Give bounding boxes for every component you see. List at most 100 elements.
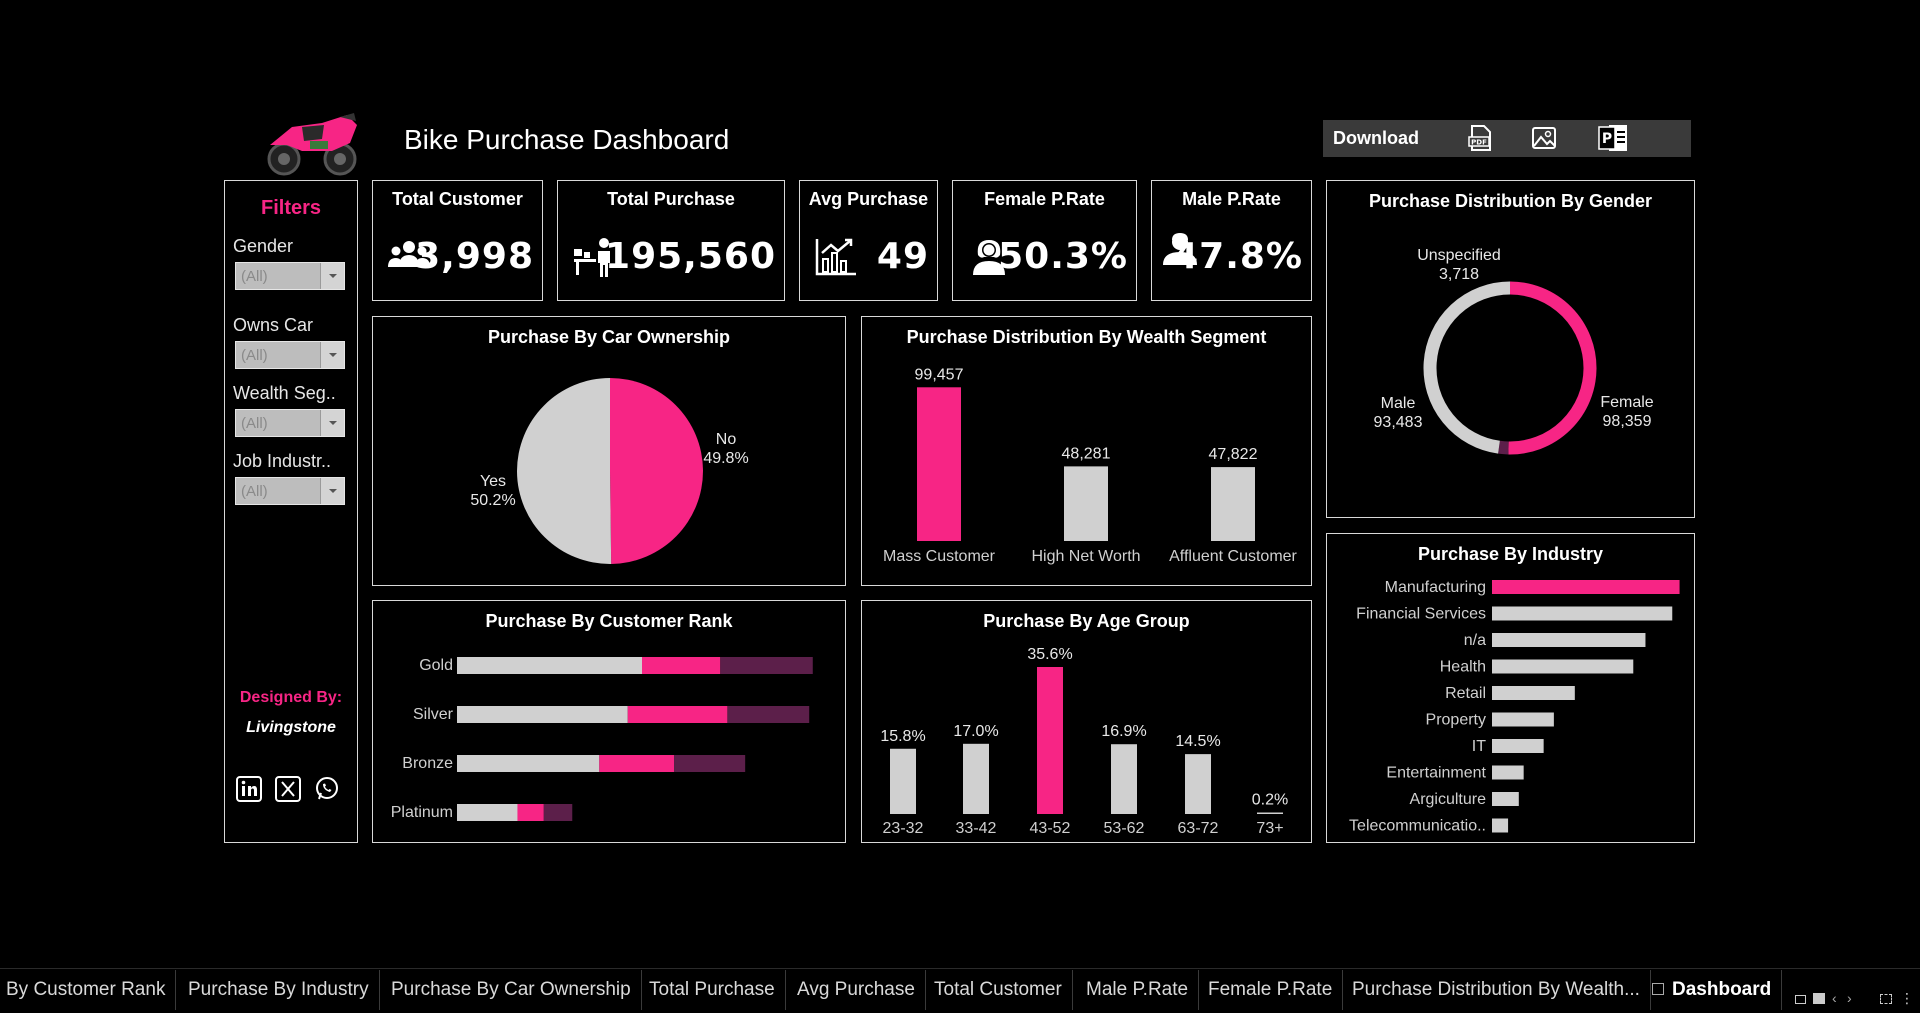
filter-gender-select[interactable]: (All) [235,262,345,290]
chart-title: Purchase Distribution By Wealth Segment [906,327,1267,347]
donut-value: 98,359 [1603,413,1652,430]
more-icon[interactable]: ⋮ [1900,990,1914,1006]
category-label: 73+ [1256,820,1283,837]
svg-text:P: P [1602,131,1612,147]
image-icon[interactable] [1529,123,1559,153]
bar [1492,580,1680,594]
category-label: Bronze [402,755,453,772]
download-label: Download [1333,128,1419,148]
donut-label: Female [1600,394,1653,411]
rank-panel: Purchase By Customer Rank Gold Silver Bron… [372,600,846,843]
tab-car-ownership[interactable]: Purchase By Car Ownership [381,970,642,1010]
bar [1211,467,1255,541]
chevron-down-icon[interactable] [320,342,344,368]
tab-female-rate[interactable]: Female P.Rate [1198,970,1344,1010]
category-label: Silver [413,706,454,723]
category-label: 23-32 [883,820,924,837]
category-label: Telecommunicatio.. [1349,818,1486,835]
chart-title: Purchase Distribution By Gender [1368,191,1653,211]
pdf-icon[interactable]: PDF [1465,123,1495,153]
bar [1185,754,1211,814]
kpi-title: Avg Purchase [808,189,929,209]
dashboard-tab-icon [1652,983,1664,995]
kpi-title: Male P.Rate [1182,189,1281,209]
kpi-title: Female P.Rate [984,189,1105,209]
tab-industry[interactable]: Purchase By Industry [178,970,380,1010]
category-label: IT [1472,738,1486,755]
age-chart: 15.8% 23-32 17.0% 33-42 35.6% 43-52 16.9% 53-62… [880,646,1288,837]
tab-dashboard[interactable]: Dashboard [1662,970,1783,1010]
bar [1492,739,1544,753]
tab-customer-rank[interactable]: By Customer Rank [0,970,177,1010]
kpi-value: 195,560 [605,236,776,277]
bar-value-label: 15.8% [880,728,925,745]
fullscreen-icon[interactable] [1880,994,1892,1004]
category-label: 53-62 [1104,820,1145,837]
bar [1492,792,1519,806]
linkedin-icon[interactable] [235,775,263,803]
bar-segment [627,706,728,723]
wealth-panel: Purchase Distribution By Wealth Segment … [861,316,1312,586]
customers-icon [387,237,431,277]
category-label: 33-42 [956,820,997,837]
category-label: Affluent Customer [1169,548,1297,565]
category-label: Retail [1445,685,1486,702]
sheet-tab-bar [0,968,1920,1013]
chevron-down-icon[interactable] [320,410,344,436]
bar-segment [599,755,675,772]
bar-segment [720,657,813,674]
bar [1492,818,1509,833]
bar [890,748,916,814]
tab-male-rate[interactable]: Male P.Rate [1076,970,1200,1010]
bar-value-label: 14.5% [1175,733,1220,750]
category-label: 63-72 [1178,820,1219,837]
filter-owns-car-select[interactable]: (All) [235,341,345,369]
bar [1492,606,1673,621]
bar [1111,744,1137,814]
prev-sheet-icon[interactable]: ‹ [1832,990,1837,1006]
chart-title: Purchase By Industry [1417,544,1604,564]
filter-wealth-value: (All) [241,415,268,432]
bar-segment [727,706,810,723]
whatsapp-icon[interactable] [313,775,341,803]
donut-segment-female [1508,281,1597,455]
category-label: Manufacturing [1385,579,1486,596]
filter-industry-value: (All) [241,483,268,500]
category-label: Platinum [391,804,453,821]
chevron-down-icon[interactable] [320,478,344,504]
donut-segment-male [1423,281,1511,454]
tab-avg-purchase[interactable]: Avg Purchase [787,970,926,1010]
kpi-value: 3,998 [415,236,534,277]
designer-name: Livingstone [246,719,336,736]
bar-segment [457,755,600,772]
single-view-icon[interactable] [1813,993,1825,1004]
category-label: Health [1440,659,1486,676]
filter-label-industry: Job Industr.. [233,451,332,471]
chart-icon [814,237,858,277]
svg-text:PDF: PDF [1471,139,1487,147]
category-label: Mass Customer [883,548,996,565]
category-label: 43-52 [1030,820,1071,837]
male-icon [1158,231,1202,271]
filter-wealth-select[interactable]: (All) [235,409,345,437]
filter-industry-select[interactable]: (All) [235,477,345,505]
filmstrip-view-icon[interactable] [1795,995,1806,1004]
x-twitter-icon[interactable] [274,775,302,803]
tab-total-purchase[interactable]: Total Purchase [639,970,786,1010]
filters-title: Filters [260,197,322,219]
bar [1064,466,1108,541]
chevron-down-icon[interactable] [320,263,344,289]
next-sheet-icon[interactable]: › [1847,990,1852,1006]
kpi-value: 49 [876,236,929,277]
filter-owns-car-value: (All) [241,347,268,364]
bar [1492,765,1524,780]
powerpoint-icon[interactable]: P [1597,123,1631,153]
tab-total-customer[interactable]: Total Customer [924,970,1073,1010]
tab-wealth[interactable]: Purchase Distribution By Wealth... [1342,970,1651,1010]
bar-segment [517,804,544,821]
kpi-total-customer: Total Customer 3,998 [372,180,543,301]
filter-label-wealth: Wealth Seg.. [233,383,336,403]
age-panel: Purchase By Age Group 15.8% 23-32 17.0% 33-… [861,600,1312,843]
category-label: Argiculture [1410,791,1487,808]
